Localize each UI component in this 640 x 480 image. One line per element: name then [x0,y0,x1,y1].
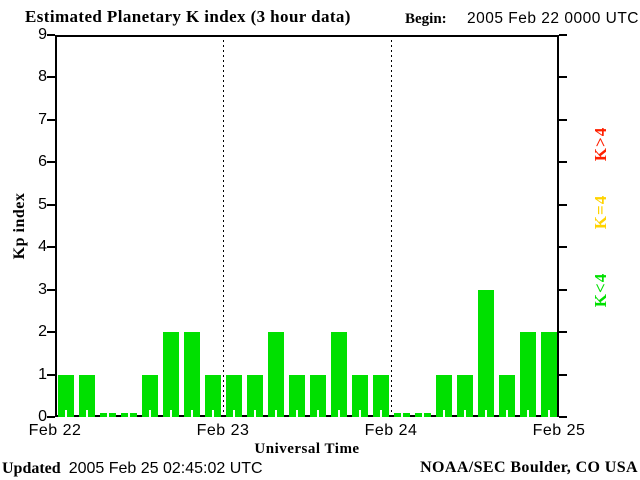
legend-item-K4: K>4 [591,126,610,162]
kp-bar [435,374,452,417]
y-tick-label: 4 [38,238,47,256]
x-minor-tick [463,410,466,417]
x-day-label: Feb 22 [28,422,82,439]
kp-bar [372,374,389,417]
y-tick [559,34,567,36]
begin-label: Begin: [405,11,447,27]
kp-bar [477,289,494,417]
x-minor-tick [547,410,550,417]
x-minor-tick [526,410,529,417]
x-day-label: Feb 24 [364,422,418,439]
x-minor-tick [484,410,487,417]
kp-bar [57,374,74,417]
y-tick [559,118,567,121]
y-tick [47,203,55,206]
footer-updated: Updated 2005 Feb 25 02:45:02 UTC [2,460,263,478]
x-minor-tick [295,410,298,417]
y-tick-label: 5 [38,195,47,213]
begin-value: 2005 Feb 22 0000 UTC [467,10,639,27]
y-tick-label: 9 [38,26,47,43]
x-day-label: Feb 25 [532,422,586,439]
y-tick [559,331,567,334]
footer-credit: NOAA/SEC Boulder, CO USA [420,459,638,476]
y-tick [47,161,55,164]
x-minor-tick [232,410,235,417]
kp-bar [246,374,263,417]
y-tick [559,161,567,164]
x-minor-tick [379,410,382,417]
updated-label: Updated [2,460,61,477]
kp-bar [288,374,305,417]
kp-bar [204,374,221,417]
plot-frame [55,35,559,417]
kp-bar [309,374,326,417]
x-minor-tick [106,410,109,417]
kp-bar [141,374,158,417]
y-tick [559,246,567,249]
kp-bar [540,332,557,417]
y-tick-label: 6 [38,153,47,171]
legend-item-K4: K<4 [591,272,610,308]
plot-area [47,34,567,418]
x-minor-tick [358,410,361,417]
y-tick [559,416,567,418]
kp-bar [456,374,473,417]
kp-bar [78,374,95,417]
y-tick [47,373,55,376]
x-minor-tick [442,410,445,417]
day-boundary-gridline [391,35,392,417]
x-minor-tick [211,410,214,417]
x-minor-tick [400,410,403,417]
y-tick [47,76,55,79]
x-day-label: Feb 23 [196,422,250,439]
y-tick [47,288,55,291]
kp-bar [498,374,515,417]
y-tick [47,118,55,121]
legend-item-K4: K=4 [591,194,610,230]
y-tick [559,288,567,291]
x-minor-tick [253,410,256,417]
x-minor-tick [316,410,319,417]
y-tick [47,34,55,36]
y-tick [47,416,55,418]
x-minor-tick [64,410,67,417]
x-minor-tick [505,410,508,417]
x-minor-tick [274,410,277,417]
updated-value: 2005 Feb 25 02:45:02 UTC [68,460,263,477]
x-minor-tick [85,410,88,417]
x-minor-tick [169,410,172,417]
y-tick [47,331,55,334]
x-minor-tick [190,410,193,417]
x-minor-tick [337,410,340,417]
y-tick [559,76,567,79]
y-tick-label: 2 [38,323,47,341]
y-tick-label: 0 [38,408,47,425]
y-tick-label: 1 [38,365,47,383]
kp-bar [351,374,368,417]
day-boundary-gridline [223,35,224,417]
x-minor-tick [148,410,151,417]
x-minor-tick [127,410,130,417]
kp-bar [225,374,242,417]
kp-bar [183,332,200,417]
kp-bar [267,332,284,417]
y-tick [559,373,567,376]
kp-bar [330,332,347,417]
x-minor-tick [421,410,424,417]
kp-bar [519,332,536,417]
y-tick [47,246,55,249]
y-tick-label: 8 [38,68,47,86]
chart-title: Estimated Planetary K index (3 hour data… [25,7,351,26]
y-tick-label: 3 [38,280,47,298]
x-axis-title: Universal Time [254,441,360,457]
y-tick [559,203,567,206]
y-tick-label: 7 [38,110,47,128]
kp-bar [162,332,179,417]
